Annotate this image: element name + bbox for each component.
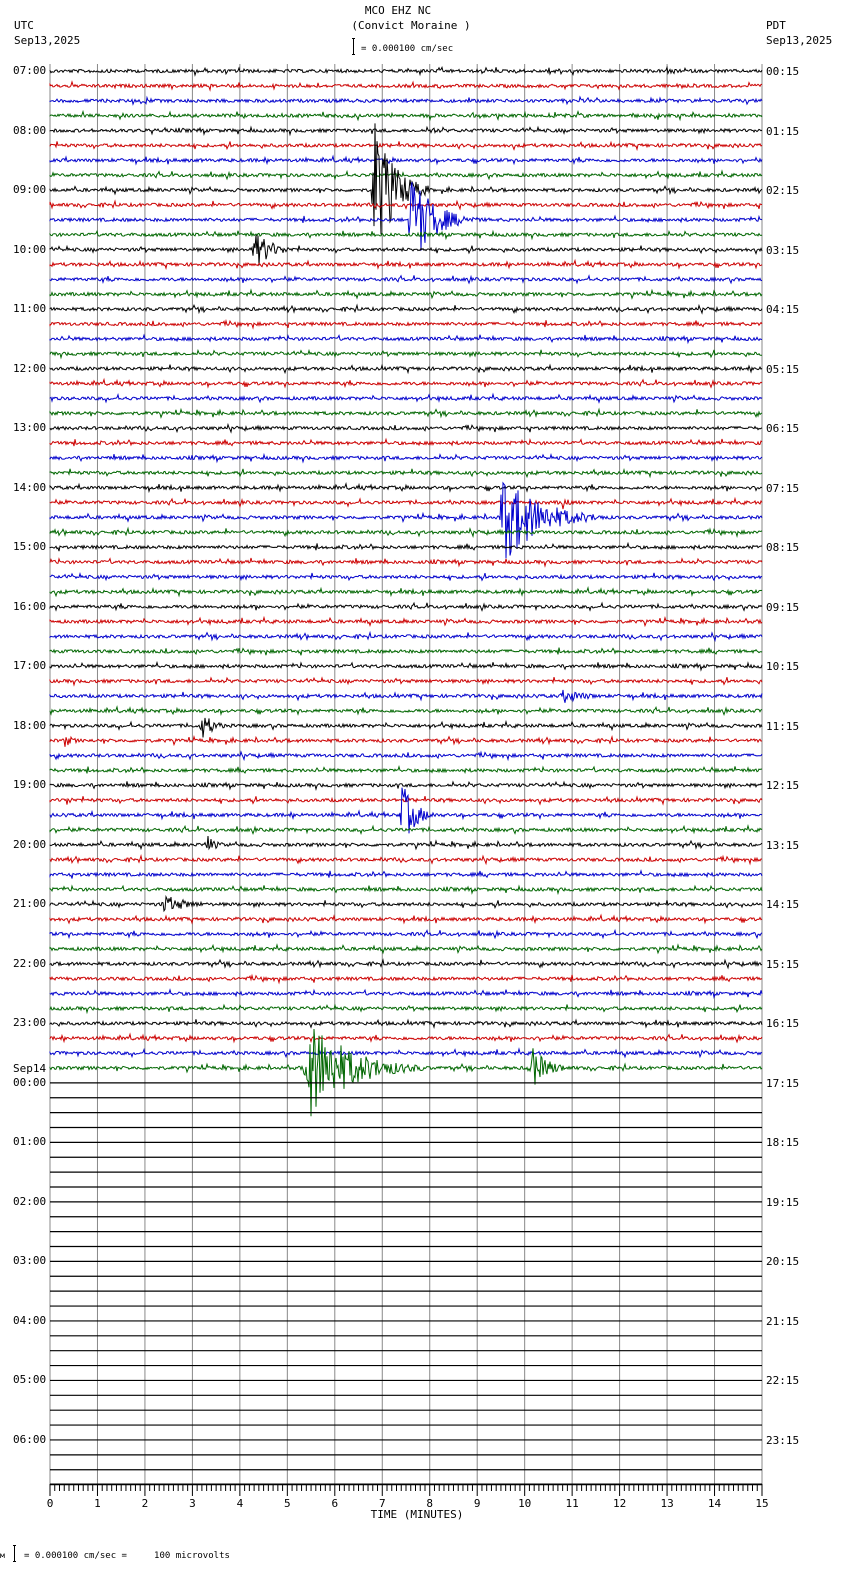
right-time-label: 20:15 (766, 1255, 800, 1269)
left-time-label: 00:00 (13, 1075, 47, 1089)
left-time-label: 09:00 (13, 183, 47, 197)
footer-scale-note: = 0.000100 cm/sec = 100 microvolts (24, 1551, 230, 1561)
left-time-label: 10:00 (13, 242, 47, 256)
left-time-label: 13:00 (13, 421, 47, 435)
right-time-label: 15:15 (766, 957, 800, 971)
left-time-label: 15:00 (13, 540, 47, 554)
footer-scale-bar-icon (13, 1545, 16, 1562)
right-time-label: 14:15 (766, 898, 800, 912)
x-tick-label: 6 (331, 1497, 339, 1510)
x-tick-label: 2 (141, 1497, 149, 1510)
right-time-label: 01:15 (766, 124, 800, 138)
left-date-label: Sep14 (13, 1061, 47, 1075)
right-time-label: 04:15 (766, 303, 800, 317)
right-time-label: 11:15 (766, 719, 800, 733)
right-date: Sep13,2025 (766, 34, 833, 47)
left-time-label: 06:00 (13, 1432, 47, 1446)
left-time-label: 07:00 (13, 64, 47, 77)
left-time-label: 12:00 (13, 361, 47, 375)
x-tick-label: 12 (613, 1497, 627, 1510)
x-tick-label: 9 (473, 1497, 481, 1510)
left-time-label: 19:00 (13, 778, 47, 792)
x-tick-label: 11 (565, 1497, 579, 1510)
right-time-label: 21:15 (766, 1314, 800, 1328)
x-tick-label: 1 (94, 1497, 101, 1510)
left-time-label: 08:00 (13, 123, 47, 137)
right-time-label: 16:15 (766, 1017, 800, 1031)
left-date: Sep13,2025 (14, 34, 81, 47)
right-timezone: PDT (766, 19, 786, 32)
right-time-label: 02:15 (766, 184, 800, 198)
left-time-label: 05:00 (13, 1373, 47, 1387)
right-time-label: 22:15 (766, 1374, 800, 1388)
left-time-label: 02:00 (13, 1194, 47, 1208)
x-tick-label: 8 (426, 1497, 434, 1510)
right-time-label: 05:15 (766, 362, 800, 376)
right-time-label: 13:15 (766, 838, 800, 852)
left-time-label: 11:00 (13, 302, 47, 316)
right-time-label: 12:15 (766, 779, 800, 793)
left-timezone: UTC (14, 19, 34, 32)
left-time-label: 04:00 (13, 1313, 47, 1327)
site-name: (Convict Moraine ) (351, 19, 471, 32)
right-time-label: 08:15 (766, 541, 800, 555)
left-time-label: 20:00 (13, 837, 47, 851)
left-time-label: 18:00 (13, 718, 47, 732)
x-tick-label: 3 (189, 1497, 196, 1510)
x-tick-label: 15 (755, 1497, 769, 1510)
x-tick-label: 7 (378, 1497, 386, 1510)
x-tick-label: 0 (46, 1497, 54, 1510)
right-time-label: 18:15 (766, 1136, 800, 1150)
right-time-label: 10:15 (766, 660, 800, 674)
right-time-label: 19:15 (766, 1195, 800, 1209)
left-time-label: 22:00 (13, 956, 47, 970)
x-tick-label: 4 (236, 1497, 244, 1510)
x-axis-title: TIME (MINUTES) (370, 1508, 464, 1521)
station-title: MCO EHZ NC (364, 4, 432, 17)
left-time-label: 14:00 (13, 480, 47, 494)
right-time-label: 09:15 (766, 600, 800, 614)
right-time-label: 03:15 (766, 243, 800, 257)
left-time-label: 01:00 (13, 1135, 47, 1149)
right-time-label: 06:15 (766, 422, 800, 436)
scale-prefix: м (0, 1551, 5, 1560)
left-time-label: 17:00 (13, 659, 47, 673)
x-tick-label: 14 (707, 1497, 722, 1510)
x-tick-label: 5 (284, 1497, 291, 1510)
right-time-label: 23:15 (766, 1433, 800, 1447)
right-time-label: 07:15 (766, 481, 800, 495)
x-tick-label: 13 (660, 1497, 674, 1510)
right-time-label: 17:15 (766, 1076, 800, 1090)
x-tick-label: 10 (518, 1497, 532, 1510)
left-time-label: 23:00 (13, 1016, 47, 1030)
right-time-label: 00:15 (766, 65, 800, 78)
scale-label: = 0.000100 cm/sec (361, 44, 454, 54)
left-time-label: 16:00 (13, 599, 47, 613)
left-time-label: 03:00 (13, 1254, 47, 1268)
left-time-label: 21:00 (13, 897, 47, 911)
scale-bar-icon (352, 38, 355, 55)
